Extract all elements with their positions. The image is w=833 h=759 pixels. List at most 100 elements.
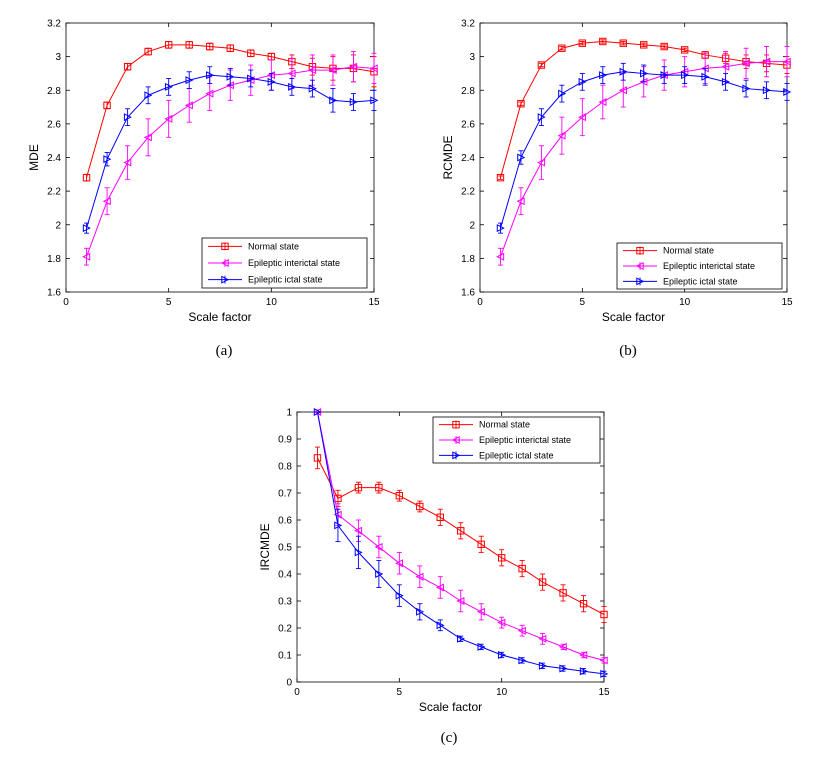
data-point [164,41,173,49]
data-point [374,542,383,552]
data-point [762,57,771,66]
y-tick-label: 2 [469,220,475,231]
y-tick-label: 2.2 [47,187,61,198]
data-point [313,454,322,462]
legend: Normal state Epileptic interictal state Ep… [432,416,601,464]
data-point [783,87,792,96]
y-tick-label: 0.4 [278,570,292,581]
data-point [598,98,607,107]
data-point [375,569,384,579]
legend-label: Normal state [663,246,714,256]
data-point [354,483,363,492]
data-point [701,72,710,81]
data-point [579,650,588,660]
data-point [660,42,668,51]
data-point [558,642,567,651]
y-tick-label: 0.7 [278,489,292,500]
data-point [226,44,234,52]
data-point [517,153,526,162]
data-point [680,46,689,54]
data-point [349,62,358,71]
data-point [308,84,317,93]
y-tick-label: 1.6 [461,288,475,299]
data-point [123,63,132,71]
data-point [247,49,255,57]
y-tick-label: 0.5 [278,543,292,554]
x-tick-label: 15 [368,297,380,308]
panel-caption: (a) [216,343,233,359]
data-point [516,197,525,206]
legend: Normal state Epileptic interictal state Ep… [201,237,368,289]
data-point [496,173,505,182]
data-point [640,41,648,49]
y-axis-label: IRCMDE [258,523,272,570]
data-point [82,224,91,233]
data-point [416,502,424,511]
data-point [517,626,526,635]
data-point [721,62,730,71]
data-point [164,82,173,91]
data-point [206,42,214,51]
y-tick-label: 1.8 [47,254,61,265]
data-point [329,96,338,105]
y-tick-label: 0.3 [278,597,292,608]
x-tick-label: 5 [166,297,172,308]
data-point [395,591,404,600]
data-point [185,76,194,85]
data-point [538,634,547,643]
series-normal-state [313,446,608,624]
data-point [557,131,566,140]
data-point [518,564,526,573]
data-point [395,559,404,568]
y-tick-label: 3 [55,52,61,63]
series-epileptic-interictal-state [313,407,608,665]
data-point [354,548,363,557]
legend-marker [221,275,230,284]
data-point [457,527,465,535]
data-point [477,642,486,651]
data-point [164,114,173,123]
data-point [537,61,546,69]
data-point [313,407,322,417]
y-tick-label: 2 [55,220,61,231]
data-point [267,77,276,86]
series-epileptic-ictal-state [82,66,379,234]
x-tick-label: 15 [598,687,610,698]
x-tick-label: 5 [397,687,403,698]
data-point [600,669,609,678]
legend-label: Epileptic interictal state [479,435,571,445]
legend-marker [636,277,645,286]
data-point [497,618,506,627]
data-point [456,596,465,606]
data-point [436,513,444,521]
data-point [496,224,505,233]
data-point [599,656,608,665]
data-point [226,72,235,81]
data-point [579,667,588,676]
data-point [537,113,546,122]
legend-marker [636,246,644,255]
legend-marker [220,258,229,268]
y-tick-label: 0.8 [278,462,292,473]
data-point [288,82,297,91]
data-point [247,74,256,83]
data-point [370,96,379,105]
data-point [144,91,153,100]
data-point [354,526,363,535]
legend-label: Normal state [248,241,299,251]
legend-label: Epileptic ictal state [479,450,554,460]
data-point [476,607,485,616]
data-point [82,173,91,182]
x-tick-label: 0 [294,687,300,698]
x-tick-label: 0 [63,297,69,308]
data-point [328,66,337,75]
y-tick-label: 1.6 [47,288,61,299]
data-point [457,634,466,643]
legend-marker [635,261,644,271]
data-point [559,664,568,673]
data-point [123,158,132,167]
data-point [143,133,152,142]
series-epileptic-ictal-state [496,62,792,234]
legend-label: Epileptic interictal state [663,261,755,271]
